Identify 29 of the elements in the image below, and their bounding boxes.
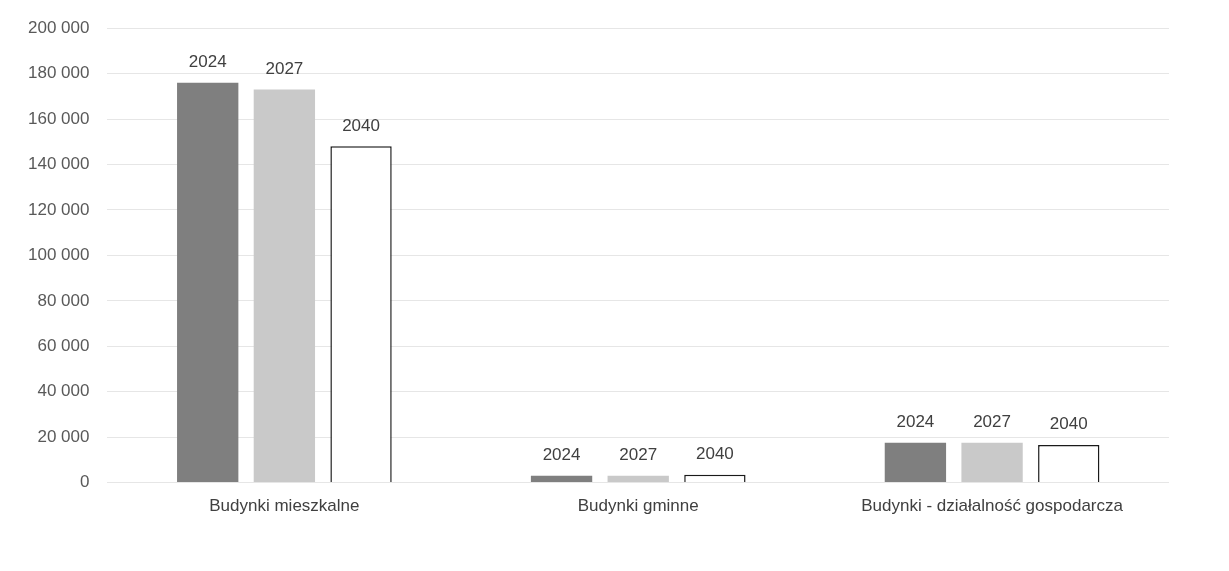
series-label: 2040 <box>342 115 380 135</box>
text: 2024 <box>896 412 935 432</box>
text: 2040 <box>1049 414 1088 434</box>
y-tick-label: 0 <box>79 472 90 492</box>
y-tick-label: 120 000 <box>28 199 90 219</box>
x-tick-label: Budynki mieszkalne <box>209 496 360 516</box>
series-label: 2024 <box>542 444 581 464</box>
y-tick-label: 40 000 <box>37 381 90 401</box>
y-tick-label: 140 000 <box>28 154 90 174</box>
bar <box>607 475 669 483</box>
bar <box>177 82 239 483</box>
y-tick-label: 160 000 <box>28 108 90 128</box>
bar <box>253 89 316 483</box>
bar <box>530 475 593 483</box>
text: 2027 <box>973 412 1011 432</box>
text: 2024 <box>188 51 227 71</box>
y-tick-label: 200 000 <box>28 17 90 37</box>
x-tick-label: Budynki - działalność gospodarcza <box>861 496 1124 516</box>
text: 2040 <box>695 443 734 463</box>
series-label: 2027 <box>619 444 658 464</box>
x-tick-label: Budynki gminne <box>577 496 699 516</box>
y-tick-label: 180 000 <box>28 63 90 83</box>
y-tick-label: 20 000 <box>37 426 90 446</box>
y-tick-label: 80 000 <box>37 290 90 310</box>
bar <box>884 442 947 483</box>
text: 2027 <box>265 58 304 78</box>
y-tick-label: 100 000 <box>28 245 90 265</box>
y-tick-label: 60 000 <box>37 335 90 355</box>
bar <box>961 442 1023 483</box>
